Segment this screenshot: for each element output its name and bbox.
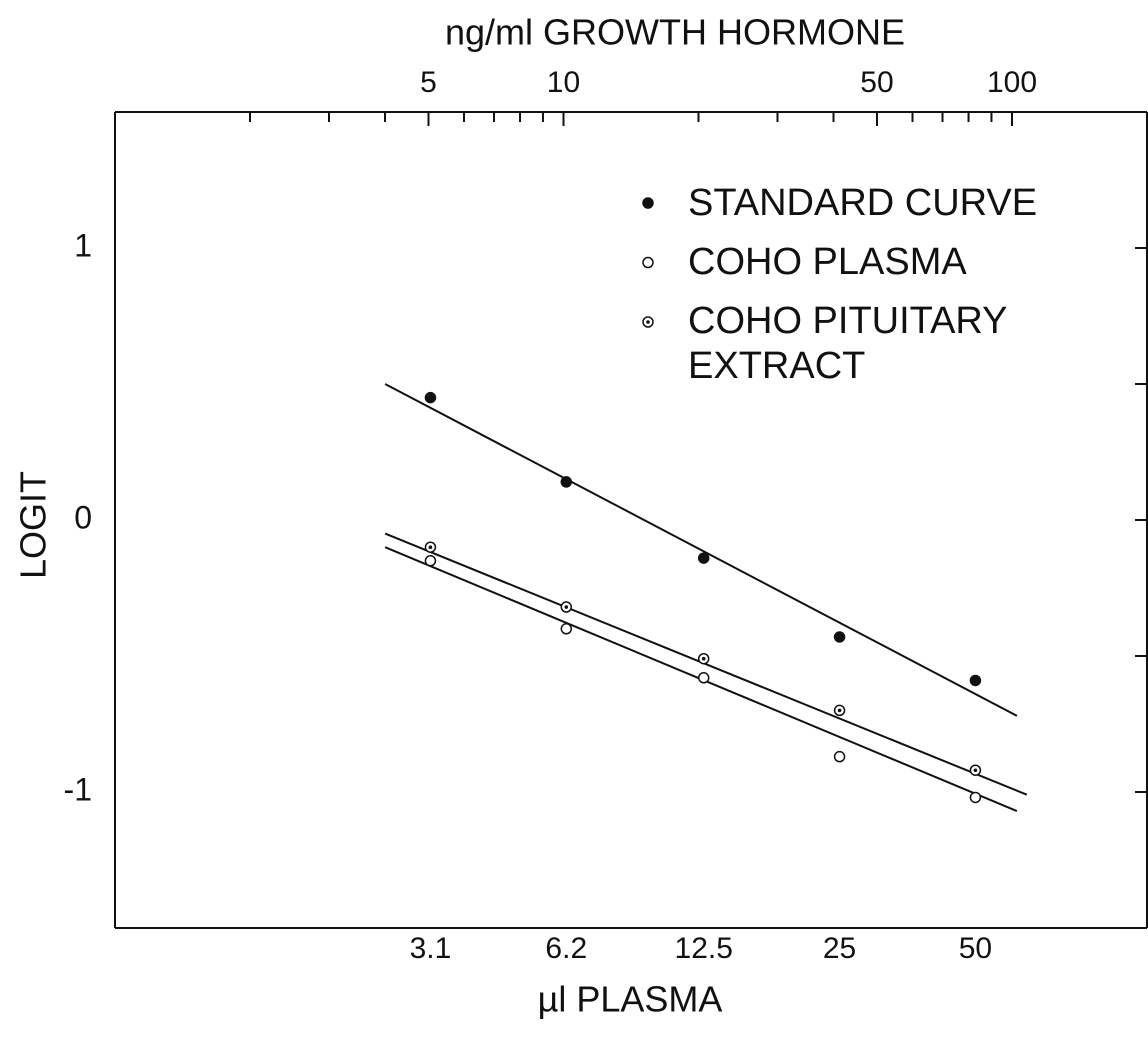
x-tick-label: 12.5 [675, 932, 733, 965]
point [969, 791, 982, 804]
top-tick-label: 100 [987, 66, 1037, 99]
point [969, 674, 982, 687]
point [697, 652, 710, 665]
top-tick-label: 10 [547, 66, 580, 99]
point [697, 672, 710, 684]
point [833, 704, 846, 717]
legend-marker [642, 256, 654, 269]
point [560, 623, 573, 635]
fit-line [384, 383, 1018, 717]
legend-label: COHO PITUITARY EXTRACT [688, 300, 1007, 387]
point [560, 601, 573, 613]
fit-line [384, 532, 1028, 796]
legend-marker [642, 197, 654, 209]
y-tick-label: 0 [74, 499, 92, 535]
point [560, 476, 573, 488]
point [424, 555, 437, 567]
legend: STANDARD CURVE COHO PLASMA COHO PITUITARY … [688, 181, 1108, 403]
x-tick-label: 3.1 [410, 932, 452, 965]
point [424, 541, 437, 553]
y-axis-label: LOGIT [13, 471, 54, 579]
x-axis-label: µl PLASMA [538, 979, 723, 1020]
top-tick-label: 50 [860, 66, 893, 99]
legend-marker [642, 316, 654, 328]
x-tick-label: 6.2 [545, 932, 587, 965]
x-tick-label: 50 [959, 932, 992, 965]
top-axis-label: ng/ml GROWTH HORMONE [445, 12, 905, 53]
y-tick-label: 1 [74, 227, 92, 263]
point [969, 764, 982, 776]
x-tick-label: 25 [823, 932, 856, 965]
y-tick-label: -1 [64, 771, 92, 807]
point [833, 631, 846, 643]
top-tick-label: 5 [420, 66, 437, 99]
point [424, 391, 437, 404]
legend-label: COHO PLASMA [688, 241, 967, 283]
legend-label: STANDARD CURVE [688, 182, 1038, 224]
point [833, 750, 846, 763]
point [697, 552, 710, 564]
